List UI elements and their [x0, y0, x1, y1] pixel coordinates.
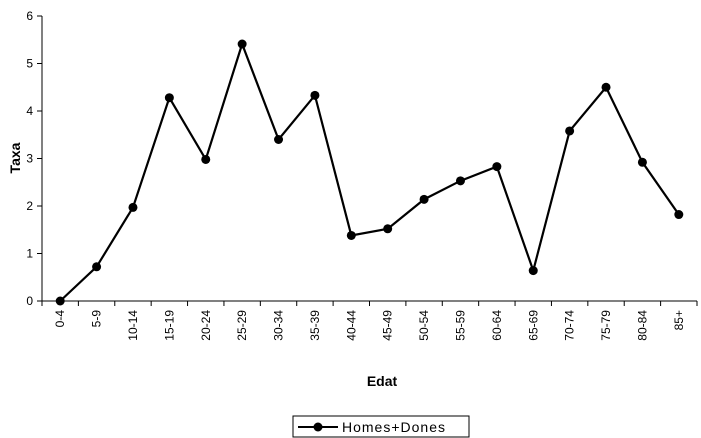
y-tick-label: 6	[26, 9, 33, 23]
data-point	[164, 93, 174, 103]
y-tick-label: 2	[26, 199, 33, 213]
x-tick-label: 55-59	[453, 310, 467, 341]
data-point	[455, 176, 465, 186]
x-ticks: 0-4 5-9 10-14 15-19 20-24 25-29 30-34 35-39 40-4…	[41, 301, 698, 341]
x-tick-label: 15-19	[162, 310, 176, 341]
x-tick-label: 5-9	[90, 310, 104, 328]
y-ticks: 0 1 2 3 4 5 6	[26, 9, 42, 308]
y-tick-label: 3	[26, 152, 33, 166]
x-tick-label: 20-24	[199, 310, 213, 341]
x-axis-title: Edat	[367, 373, 398, 389]
x-tick-label: 50-54	[417, 310, 431, 341]
data-point	[92, 262, 102, 272]
x-tick-label: 0-4	[53, 310, 67, 328]
x-tick-label: 80-84	[635, 310, 649, 341]
y-axis-title: Taxa	[7, 142, 23, 173]
axes	[41, 16, 697, 302]
legend: Homes+Dones	[292, 415, 470, 438]
x-tick-label: 60-64	[490, 310, 504, 341]
x-tick-label: 65-69	[526, 310, 540, 341]
legend-marker	[313, 422, 323, 432]
data-point	[565, 126, 575, 136]
y-tick-label: 1	[26, 247, 33, 261]
x-tick-label: 85+	[672, 310, 686, 330]
x-tick-label: 35-39	[308, 310, 322, 341]
x-tick-label: 40-44	[344, 310, 358, 341]
data-point	[346, 230, 356, 240]
data-point	[237, 39, 247, 49]
data-point	[383, 224, 393, 234]
data-point	[201, 154, 211, 164]
x-tick-label: 75-79	[599, 310, 613, 341]
data-point	[419, 194, 429, 204]
data-point	[601, 82, 611, 92]
y-tick-label: 4	[26, 104, 33, 118]
y-tick-label: 5	[26, 57, 33, 71]
y-tick-label: 0	[26, 294, 33, 308]
x-tick-label: 70-74	[563, 310, 577, 341]
data-point	[55, 296, 65, 306]
data-point	[492, 162, 502, 172]
data-point	[310, 90, 320, 100]
series-line	[59, 40, 680, 302]
x-tick-label: 45-49	[381, 310, 395, 341]
data-point	[274, 135, 284, 144]
data-point	[528, 266, 538, 276]
legend-box	[292, 415, 470, 438]
legend-entry: Homes+Dones	[342, 419, 446, 435]
x-tick-label: 10-14	[126, 310, 140, 341]
x-tick-label: 25-29	[235, 310, 249, 341]
x-tick-label: 30-34	[272, 310, 286, 341]
series	[55, 39, 684, 306]
data-point	[128, 202, 138, 212]
data-point	[637, 157, 647, 167]
data-point	[674, 210, 684, 220]
